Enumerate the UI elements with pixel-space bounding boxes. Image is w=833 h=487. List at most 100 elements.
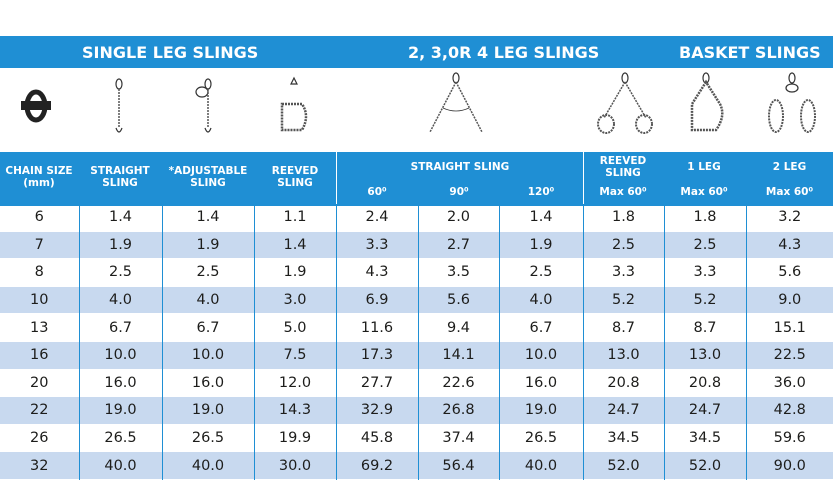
table-row: 8 2.5 2.5 1.9 4.3 3.5 2.5 3.3 3.3 5.6 bbox=[0, 258, 833, 287]
load-value-cell: 42.8 bbox=[773, 402, 806, 419]
load-value-cell: 16.0 bbox=[79, 369, 163, 397]
chain-size-cell: 10 bbox=[0, 286, 80, 314]
load-value-cell: 4.0 bbox=[162, 286, 255, 314]
chain-size-cell: 6 bbox=[0, 204, 80, 232]
angle-120-header: 120⁰ bbox=[527, 186, 555, 198]
reeved-multi-line1: REEVED bbox=[599, 155, 647, 167]
reeved-max-angle: Max 60⁰ bbox=[599, 186, 647, 198]
load-value-cell: 1.8 bbox=[583, 204, 665, 232]
load-value-cell: 26.8 bbox=[418, 396, 500, 425]
load-value-cell: 40.0 bbox=[162, 451, 255, 480]
load-value-cell: 2.5 bbox=[664, 231, 747, 259]
load-value-cell: 13.0 bbox=[664, 341, 747, 370]
load-value-cell: 8.7 bbox=[664, 313, 747, 342]
load-value-cell: 1.9 bbox=[499, 231, 584, 259]
column-header-band: CHAIN SIZE (mm) STRAIGHT SLING *ADJUSTAB… bbox=[0, 152, 833, 206]
two-leg-header: 2 LEG bbox=[772, 161, 807, 173]
table-row: 10 4.0 4.0 3.0 6.9 5.6 4.0 5.2 5.2 9.0 bbox=[0, 286, 833, 314]
load-value-cell: 36.0 bbox=[773, 374, 806, 391]
single-leg-slings-title: SINGLE LEG SLINGS bbox=[82, 43, 259, 62]
load-value-cell: 52.0 bbox=[583, 451, 665, 480]
load-value-cell: 3.3 bbox=[336, 231, 419, 259]
load-value-cell: 1.4 bbox=[499, 204, 584, 232]
load-value-cell: 8.7 bbox=[583, 313, 665, 342]
load-value-cell: 3.2 bbox=[778, 209, 802, 226]
load-value-cell: 19.9 bbox=[254, 424, 337, 452]
load-value-cell: 5.6 bbox=[778, 264, 802, 281]
chain-size-cell: 20 bbox=[0, 369, 80, 397]
adjustable-sling-icon bbox=[195, 78, 212, 133]
load-value-cell: 5.6 bbox=[418, 286, 500, 314]
chain-size-label: CHAIN SIZE bbox=[5, 165, 73, 177]
chain-size-cell: 32 bbox=[0, 451, 80, 480]
load-value-cell: 5.0 bbox=[254, 313, 337, 342]
table-row: 13 6.7 6.7 5.0 11.6 9.4 6.7 8.7 8.7 15.1 bbox=[0, 313, 833, 342]
load-value-cell: 26.5 bbox=[162, 424, 255, 452]
load-value-cell: 3.0 bbox=[254, 286, 337, 314]
chain-size-cell: 16 bbox=[0, 341, 80, 370]
load-value-cell: 3.3 bbox=[664, 258, 747, 287]
load-value-cell: 45.8 bbox=[336, 424, 419, 452]
load-value-cell: 1.9 bbox=[79, 231, 163, 259]
load-value-cell: 16.0 bbox=[499, 369, 584, 397]
reeved-header-line2: SLING bbox=[277, 177, 313, 189]
load-value-cell: 59.6 bbox=[773, 430, 806, 447]
load-value-cell: 56.4 bbox=[418, 451, 500, 480]
table-row: 6 1.4 1.4 1.1 2.4 2.0 1.4 1.8 1.8 3.2 bbox=[0, 204, 833, 232]
load-value-cell: 26.5 bbox=[79, 424, 163, 452]
load-value-cell: 2.5 bbox=[162, 258, 255, 287]
load-value-cell: 4.0 bbox=[79, 286, 163, 314]
header-divider bbox=[583, 152, 584, 206]
basket-one-leg-icon bbox=[690, 72, 724, 132]
load-value-cell: 1.1 bbox=[254, 204, 337, 232]
load-value-cell: 3.3 bbox=[583, 258, 665, 287]
load-value-cell: 5.2 bbox=[583, 286, 665, 314]
load-value-cell: 32.9 bbox=[336, 396, 419, 425]
straight-sling-header: STRAIGHT SLING bbox=[80, 165, 160, 189]
load-value-cell: 52.0 bbox=[664, 451, 747, 480]
load-value-cell: 2.4 bbox=[336, 204, 419, 232]
chain-size-cell: 7 bbox=[0, 231, 80, 259]
load-value-cell: 34.5 bbox=[664, 424, 747, 452]
load-value-cell: 1.9 bbox=[162, 231, 255, 259]
chain-size-unit: (mm) bbox=[23, 177, 55, 189]
load-value-cell: 12.0 bbox=[254, 369, 337, 397]
table-row: 32 40.0 40.0 30.0 69.2 56.4 40.0 52.0 52.0 90.0 bbox=[0, 451, 833, 480]
load-value-cell: 9.0 bbox=[778, 292, 802, 309]
straight-sling-icon bbox=[115, 78, 123, 133]
load-value-cell: 20.8 bbox=[664, 369, 747, 397]
reeved-multi-header: REEVED SLING bbox=[584, 155, 662, 179]
load-value-cell: 22.5 bbox=[773, 347, 806, 364]
straight-sling-group-header: STRAIGHT SLING bbox=[410, 161, 510, 173]
chain-size-cell: 26 bbox=[0, 424, 80, 452]
load-value-cell: 7.5 bbox=[254, 341, 337, 370]
table-row: 16 10.0 10.0 7.5 17.3 14.1 10.0 13.0 13.0 22.5 bbox=[0, 341, 833, 370]
reeved-two-leg-sling-icon bbox=[597, 72, 653, 134]
load-value-cell: 1.8 bbox=[664, 204, 747, 232]
load-value-cell: 19.0 bbox=[499, 396, 584, 425]
header-divider bbox=[336, 152, 337, 206]
load-value-cell: 14.3 bbox=[254, 396, 337, 425]
table-row: 20 16.0 16.0 12.0 27.7 22.6 16.0 20.8 20.8 36.0 bbox=[0, 369, 833, 397]
straight-header-line1: STRAIGHT bbox=[90, 165, 150, 177]
adjustable-header-line1: *ADJUSTABLE bbox=[168, 165, 248, 177]
reeved-multi-line2: SLING bbox=[605, 167, 641, 179]
multi-leg-slings-title: 2, 3,0R 4 LEG SLINGS bbox=[408, 43, 600, 62]
one-leg-header: 1 LEG bbox=[687, 161, 721, 173]
load-value-cell: 3.5 bbox=[418, 258, 500, 287]
chain-size-cell: 13 bbox=[0, 313, 80, 342]
one-leg-max-angle: Max 60⁰ bbox=[680, 186, 728, 198]
reeved-sling-icon bbox=[280, 76, 308, 132]
load-value-cell: 17.3 bbox=[336, 341, 419, 370]
adjustable-sling-header: *ADJUSTABLE SLING bbox=[164, 165, 252, 189]
table-row: 26 26.5 26.5 19.9 45.8 37.4 26.5 34.5 34.5 59.6 bbox=[0, 424, 833, 452]
load-value-cell: 26.5 bbox=[499, 424, 584, 452]
load-value-cell: 1.4 bbox=[254, 231, 337, 259]
load-value-cell: 9.4 bbox=[418, 313, 500, 342]
two-leg-max-angle: Max 60⁰ bbox=[765, 186, 814, 198]
two-leg-sling-icon bbox=[429, 72, 483, 133]
load-value-cell: 6.7 bbox=[499, 313, 584, 342]
chain-size-header: CHAIN SIZE (mm) bbox=[0, 165, 78, 189]
load-value-cell: 10.0 bbox=[79, 341, 163, 370]
basket-slings-title: BASKET SLINGS bbox=[679, 43, 821, 62]
